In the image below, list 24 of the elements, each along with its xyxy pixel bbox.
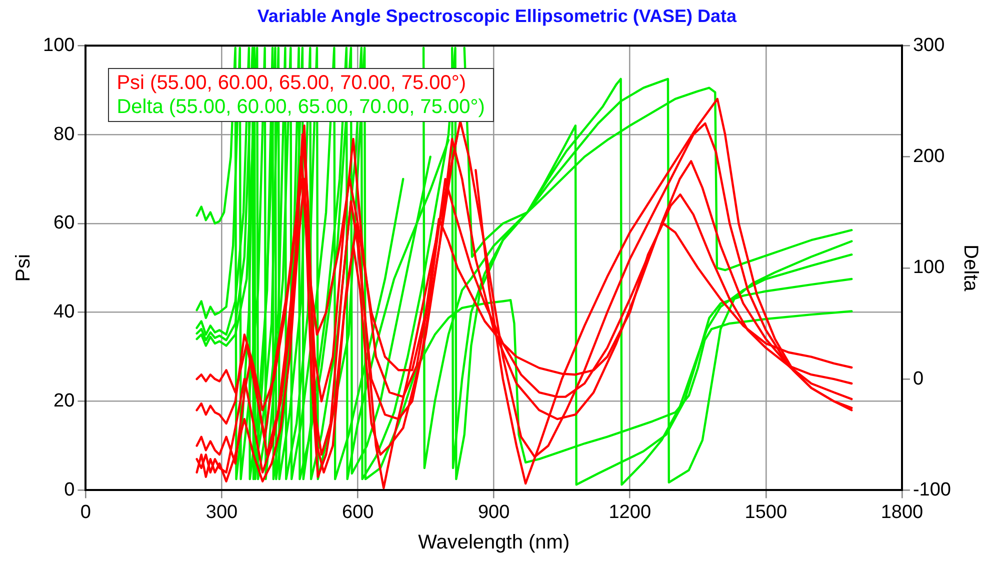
y-axis-title: Psi: [12, 254, 35, 282]
y-tick-label: 40: [54, 302, 75, 323]
series-label: Delta (55.00, 60.00, 65.00, 70.00, 75.00°): [116, 94, 485, 119]
y2-axis-title: Delta: [959, 244, 982, 292]
x-tick-label: 600: [342, 502, 374, 523]
x-tick-label: 900: [478, 502, 510, 523]
y2-tick-label: 300: [912, 34, 945, 56]
x-tick-label: 1200: [608, 502, 652, 523]
y2-tick-label: -100: [912, 479, 952, 500]
x-tick-label: 1500: [744, 502, 788, 523]
x-tick-label: 1800: [880, 502, 924, 523]
chart-title: Variable Angle Spectroscopic Ellipsometric (VASE) Data: [257, 6, 738, 26]
x-tick-label: 300: [206, 502, 238, 523]
y-tick-label: 20: [54, 390, 75, 412]
text: Psi (55.00, 60.00, 65.00, 70.00, 75.00°): [116, 70, 468, 95]
x-axis-title: Wavelength (nm): [418, 532, 570, 554]
y-tick-label: 80: [54, 124, 75, 145]
y2-tick-label: 100: [912, 257, 945, 278]
y-tick-label: 100: [43, 34, 75, 56]
y2-tick-label: 0: [912, 368, 924, 390]
y-tick-label: 0: [64, 479, 75, 500]
x-tick-label: 0: [80, 502, 91, 523]
y-tick-label: 60: [54, 212, 75, 234]
y2-tick-label: 200: [912, 146, 945, 167]
